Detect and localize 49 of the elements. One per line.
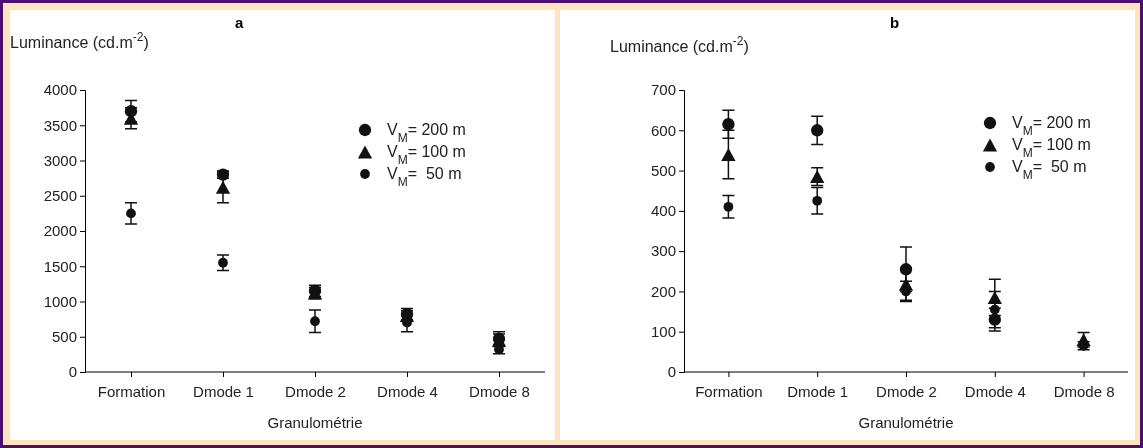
y-axis-title: Luminance (cd.m$^{-2}$) (10, 30, 149, 51)
x-tick-label: Dmode 4 (964, 382, 1026, 400)
legend-label: V$_{M}$= 200 m (1012, 114, 1091, 138)
y-tick-label: 3500 (43, 116, 77, 134)
y-tick-label: 500 (51, 328, 77, 346)
point (987, 290, 1002, 304)
y-tick-label: 500 (650, 161, 676, 179)
chart-title: a (235, 14, 244, 31)
y-tick-label: 400 (650, 202, 676, 220)
x-tick-label: Formation (97, 382, 166, 400)
x-tick-label: Dmode 1 (193, 382, 254, 400)
y-tick-label: 0 (68, 363, 77, 381)
point (811, 124, 824, 137)
point (812, 195, 823, 206)
chart-title: b (890, 14, 900, 31)
legend-label: V$_{M}$= 50 m (387, 165, 462, 189)
legend-label: V$_{M}$= 200 m (387, 121, 466, 145)
point (989, 304, 1000, 315)
x-axis-title: Granulométrie (858, 414, 954, 431)
x-tick-label: Dmode 8 (469, 382, 530, 400)
x-tick-label: Formation (695, 382, 763, 400)
y-tick-label: 100 (650, 323, 676, 341)
point (988, 313, 1001, 326)
y-tick-label: 1000 (43, 292, 77, 310)
y-tick-label: 0 (667, 363, 676, 381)
y-tick-label: 300 (650, 242, 676, 260)
y-tick-label: 1500 (43, 257, 77, 275)
legend-label: V$_{M}$= 100 m (1012, 136, 1091, 160)
y-axis-title: Luminance (cd.m$^{-2}$) (610, 34, 749, 55)
legend-label: V$_{M}$= 100 m (387, 143, 466, 167)
x-tick-label: Dmode 2 (876, 382, 937, 400)
x-tick-label: Dmode 2 (285, 382, 346, 400)
y-tick-label: 2000 (43, 222, 77, 240)
y-tick-label: 4000 (43, 81, 77, 99)
point (723, 201, 734, 212)
x-axis-title: Granulométrie (267, 414, 363, 431)
point (215, 180, 231, 194)
legend-label: V$_{M}$= 50 m (1012, 158, 1087, 182)
y-tick-label: 700 (650, 81, 676, 99)
y-tick-label: 600 (650, 121, 676, 139)
point (722, 118, 735, 131)
x-tick-label: Dmode 8 (1053, 382, 1115, 400)
x-tick-label: Dmode 4 (377, 382, 438, 400)
y-tick-label: 3000 (43, 151, 77, 169)
point (721, 147, 736, 161)
y-tick-label: 2500 (43, 187, 77, 205)
point (899, 263, 913, 276)
y-tick-label: 200 (650, 282, 676, 300)
x-tick-label: Dmode 1 (787, 382, 849, 400)
